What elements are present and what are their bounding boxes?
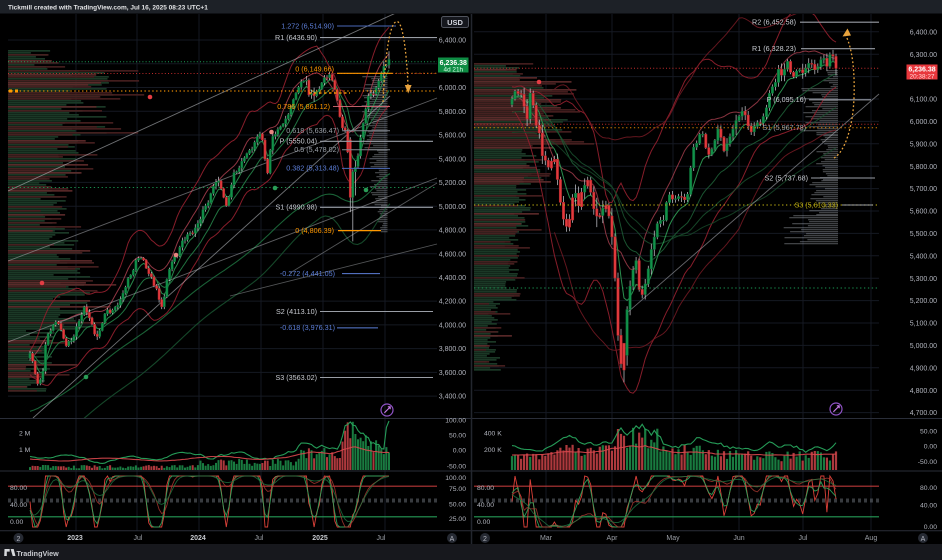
svg-text:0.382 (5,313.48): 0.382 (5,313.48) — [286, 164, 339, 173]
svg-text:4,800.00: 4,800.00 — [439, 228, 466, 235]
svg-text:5,800.00: 5,800.00 — [439, 109, 466, 116]
svg-text:2 M: 2 M — [19, 431, 31, 438]
svg-text:4,000.00: 4,000.00 — [439, 323, 466, 330]
svg-text:4,400.00: 4,400.00 — [439, 275, 466, 282]
svg-text:4,200.00: 4,200.00 — [439, 299, 466, 306]
svg-text:3,800.00: 3,800.00 — [439, 346, 466, 353]
svg-text:S1 (4990.98): S1 (4990.98) — [275, 203, 317, 212]
svg-text:6,236.38: 6,236.38 — [440, 60, 467, 67]
svg-text:S3 (5,613.33): S3 (5,613.33) — [794, 200, 838, 209]
svg-text:4,900.00: 4,900.00 — [910, 365, 937, 372]
svg-text:0.00: 0.00 — [924, 444, 937, 451]
svg-text:100.00: 100.00 — [445, 418, 466, 425]
svg-text:5,000.00: 5,000.00 — [439, 204, 466, 211]
svg-text:-50.00: -50.00 — [918, 459, 937, 466]
svg-text:0.00: 0.00 — [924, 524, 937, 531]
svg-text:5,100.00: 5,100.00 — [910, 321, 937, 328]
svg-text:0.786 (5,861.12): 0.786 (5,861.12) — [277, 102, 330, 111]
svg-text:Aug: Aug — [865, 535, 878, 542]
svg-text:50.00: 50.00 — [920, 428, 937, 435]
svg-text:1 M: 1 M — [19, 447, 31, 454]
svg-text:0.00: 0.00 — [453, 448, 466, 455]
svg-text:5,400.00: 5,400.00 — [910, 253, 937, 260]
svg-text:5,000.00: 5,000.00 — [910, 343, 937, 350]
svg-text:2: 2 — [17, 536, 21, 543]
svg-text:Tickmill created with TradingV: Tickmill created with TradingView.com, J… — [8, 4, 208, 11]
svg-text:5,400.00: 5,400.00 — [439, 156, 466, 163]
svg-text:0 (4,806.39): 0 (4,806.39) — [295, 226, 334, 235]
svg-text:S3 (3563.02): S3 (3563.02) — [275, 373, 317, 382]
svg-text:S2 (5,737.68): S2 (5,737.68) — [764, 173, 808, 182]
svg-text:2023: 2023 — [67, 535, 83, 542]
svg-text:May: May — [666, 535, 680, 542]
svg-text:5,800.00: 5,800.00 — [910, 164, 937, 171]
svg-text:6,236.38: 6,236.38 — [908, 67, 935, 74]
svg-text:2025: 2025 — [312, 535, 328, 542]
svg-text:-0.618 (3,976.31): -0.618 (3,976.31) — [280, 323, 335, 332]
svg-text:6,000.00: 6,000.00 — [439, 85, 466, 92]
svg-text:0 (6,149.66): 0 (6,149.66) — [295, 65, 334, 74]
svg-text:5,200.00: 5,200.00 — [439, 180, 466, 187]
svg-text:6,300.00: 6,300.00 — [910, 52, 937, 59]
svg-text:R1 (6,328.23): R1 (6,328.23) — [752, 44, 796, 53]
svg-text:6,400.00: 6,400.00 — [439, 38, 466, 45]
svg-text:TradingView: TradingView — [17, 549, 60, 558]
svg-text:5,600.00: 5,600.00 — [439, 133, 466, 140]
svg-text:80.00: 80.00 — [477, 485, 494, 492]
svg-text:50.00: 50.00 — [449, 502, 466, 509]
svg-text:25.00: 25.00 — [449, 516, 466, 523]
svg-text:200 K: 200 K — [484, 447, 502, 454]
svg-text:5,300.00: 5,300.00 — [910, 276, 937, 283]
svg-text:1.272 (6,514.90): 1.272 (6,514.90) — [281, 21, 334, 30]
svg-text:6,400.00: 6,400.00 — [910, 29, 937, 36]
svg-text:0.5 (5,478.02): 0.5 (5,478.02) — [294, 145, 339, 154]
svg-text:S2 (4113.10): S2 (4113.10) — [276, 307, 317, 316]
svg-text:40.00: 40.00 — [477, 502, 494, 509]
svg-text:6,000.00: 6,000.00 — [910, 119, 937, 126]
svg-text:80.00: 80.00 — [10, 485, 27, 492]
svg-text:5,700.00: 5,700.00 — [910, 186, 937, 193]
svg-text:A: A — [450, 536, 455, 543]
svg-text:USD: USD — [447, 18, 463, 27]
svg-text:40.00: 40.00 — [920, 503, 937, 510]
svg-text:P (5550.04): P (5550.04) — [280, 137, 317, 146]
svg-text:4d 21h: 4d 21h — [444, 66, 464, 73]
svg-text:-0.272 (4,441.05): -0.272 (4,441.05) — [280, 269, 335, 278]
svg-text:5,200.00: 5,200.00 — [910, 298, 937, 305]
svg-text:0.00: 0.00 — [477, 519, 490, 526]
svg-text:Jul: Jul — [377, 535, 386, 542]
svg-text:5,500.00: 5,500.00 — [910, 231, 937, 238]
svg-text:A: A — [921, 536, 926, 543]
svg-text:75.00: 75.00 — [449, 486, 466, 493]
svg-text:2024: 2024 — [190, 535, 206, 542]
svg-text:40.00: 40.00 — [10, 502, 27, 509]
svg-text:P (6,095.16): P (6,095.16) — [767, 95, 806, 104]
svg-text:Apr: Apr — [607, 535, 619, 542]
svg-text:-50.00: -50.00 — [447, 463, 466, 470]
svg-text:Jul: Jul — [799, 535, 808, 542]
svg-text:Mar: Mar — [540, 535, 553, 542]
svg-text:20:38:27: 20:38:27 — [910, 73, 935, 80]
svg-text:80.00: 80.00 — [920, 485, 937, 492]
svg-text:50.00: 50.00 — [449, 433, 466, 440]
svg-text:3,600.00: 3,600.00 — [439, 370, 466, 377]
svg-text:R1 (6436.90): R1 (6436.90) — [275, 33, 317, 42]
svg-text:4,800.00: 4,800.00 — [910, 388, 937, 395]
svg-text:0.00: 0.00 — [10, 519, 23, 526]
svg-text:6,100.00: 6,100.00 — [910, 97, 937, 104]
svg-text:Jun: Jun — [733, 535, 744, 542]
svg-text:5,900.00: 5,900.00 — [910, 141, 937, 148]
svg-text:4,600.00: 4,600.00 — [439, 251, 466, 258]
svg-text:400 K: 400 K — [484, 431, 502, 438]
svg-text:0.618 (5,636.47): 0.618 (5,636.47) — [286, 126, 339, 135]
svg-text:Jul: Jul — [255, 535, 264, 542]
svg-text:5,600.00: 5,600.00 — [910, 209, 937, 216]
svg-text:100.00: 100.00 — [445, 475, 466, 482]
svg-text:S1 (5,967.78): S1 (5,967.78) — [762, 123, 806, 132]
svg-text:R2 (6,452.58): R2 (6,452.58) — [752, 18, 796, 27]
svg-text:4,700.00: 4,700.00 — [910, 410, 937, 417]
svg-text:3,400.00: 3,400.00 — [439, 394, 466, 401]
svg-text:Jul: Jul — [134, 535, 143, 542]
svg-text:2: 2 — [483, 536, 487, 543]
